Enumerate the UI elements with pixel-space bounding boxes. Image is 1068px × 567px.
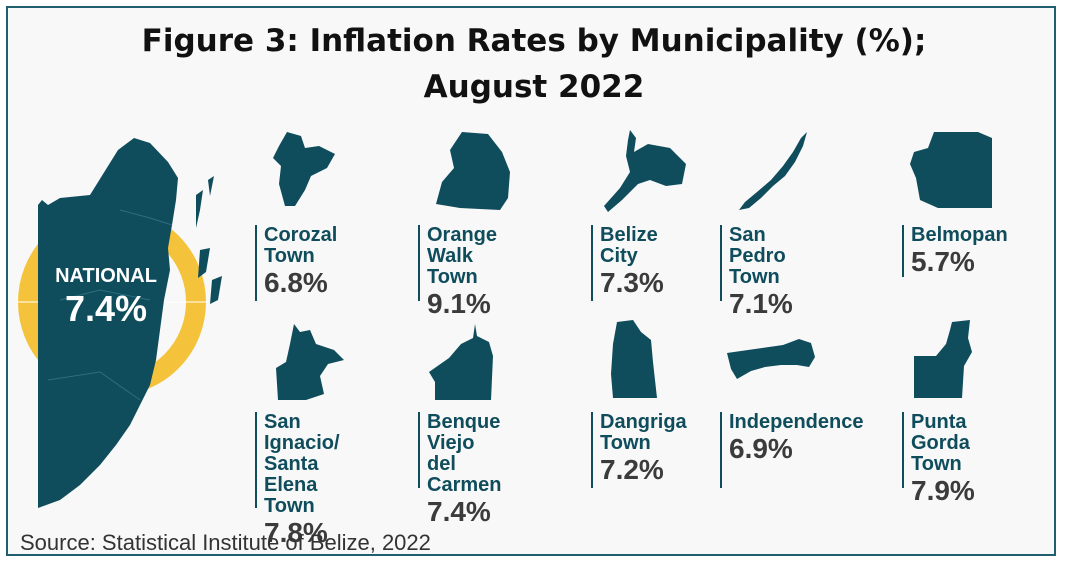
chart-frame bbox=[6, 6, 1056, 556]
san-ignacio-shape bbox=[276, 324, 344, 400]
municipality-name: Dangriga Town bbox=[600, 411, 687, 454]
national-value: 7.4% bbox=[64, 288, 148, 329]
title-line-1: Figure 3: Inflation Rates by Municipalit… bbox=[141, 23, 927, 59]
municipality-value: 5.7% bbox=[911, 246, 975, 277]
municipality-name: Punta Gorda Town bbox=[911, 411, 970, 475]
municipality-value: 7.2% bbox=[600, 454, 664, 485]
belize-map-shape bbox=[38, 138, 178, 508]
source-note: Source: Statistical Institute of Belize,… bbox=[20, 530, 431, 555]
corozal-shape bbox=[273, 132, 335, 206]
municipality-value: 7.4% bbox=[427, 496, 491, 527]
chart-title: Figure 3: Inflation Rates by Municipalit… bbox=[0, 18, 1068, 110]
municipality-name: San Ignacio/ Santa Elena Town bbox=[264, 411, 340, 517]
municipality-value: 7.3% bbox=[600, 267, 664, 298]
municipality-name: Orange Walk Town bbox=[427, 224, 498, 288]
municipality-value: 7.9% bbox=[911, 475, 975, 506]
municipality-value: 7.1% bbox=[729, 288, 793, 319]
national-label: NATIONAL 7.4% bbox=[36, 265, 176, 330]
orange-walk-shape bbox=[436, 132, 510, 210]
municipality-name: Belmopan bbox=[911, 224, 1008, 246]
cayes-shape bbox=[196, 176, 222, 304]
municipality-name: Corozal Town bbox=[264, 224, 338, 267]
municipality-name: Benque Viejo del Carmen bbox=[427, 411, 502, 496]
dangriga-shape bbox=[611, 320, 657, 398]
municipality-name: Belize City bbox=[600, 224, 658, 267]
municipality-value: 6.9% bbox=[729, 433, 793, 464]
municipality-value: 9.1% bbox=[427, 288, 491, 319]
belize-city-shape bbox=[604, 130, 686, 212]
district-lines bbox=[47, 209, 173, 401]
national-label-text: NATIONAL bbox=[55, 265, 157, 287]
belmopan-shape bbox=[910, 132, 992, 208]
national-map bbox=[18, 138, 222, 508]
san-pedro-shape bbox=[739, 132, 807, 210]
benque-viejo-shape bbox=[429, 324, 493, 400]
municipality-value: 6.8% bbox=[264, 267, 328, 298]
punta-gorda-shape bbox=[914, 320, 972, 398]
municipality-value: 7.8% bbox=[264, 517, 328, 548]
title-line-2: August 2022 bbox=[423, 69, 645, 105]
municipality-name: San Pedro Town bbox=[729, 224, 786, 288]
independence-shape bbox=[727, 339, 815, 379]
municipality-name: Independence bbox=[729, 411, 864, 433]
